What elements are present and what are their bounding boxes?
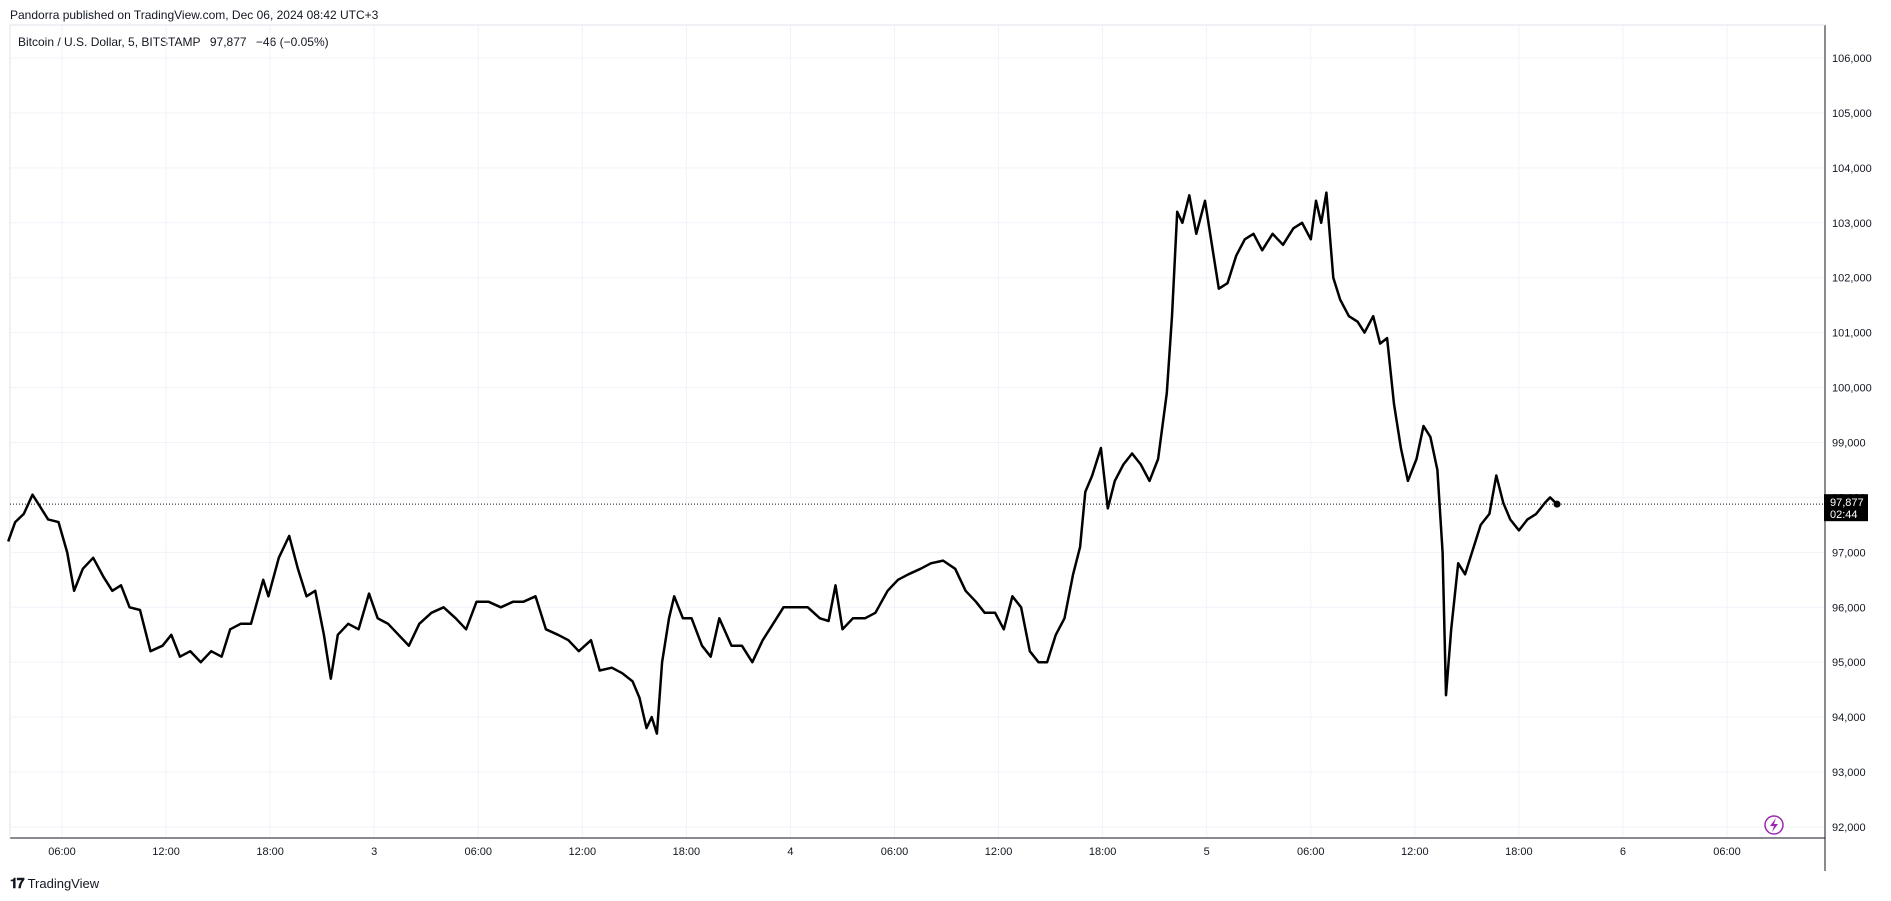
x-tick-label: 12:00 <box>1401 846 1429 858</box>
x-tick-label: 18:00 <box>1089 846 1117 858</box>
x-tick-label: 6 <box>1620 846 1626 858</box>
legend-change: −46 (−0.05%) <box>255 35 329 49</box>
y-axis-ticks: 92,00093,00094,00095,00096,00097,00098,0… <box>1832 53 1872 834</box>
price-series-line <box>7 191 1558 735</box>
lightning-icon[interactable] <box>1764 815 1784 835</box>
footer-brand[interactable]: 𝟏𝟕 TradingView <box>10 875 99 892</box>
y-tick-label: 96,000 <box>1832 602 1866 614</box>
y-tick-label: 103,000 <box>1832 218 1872 230</box>
y-tick-label: 100,000 <box>1832 383 1872 395</box>
x-tick-label: 4 <box>787 846 793 858</box>
x-tick-label: 12:00 <box>152 846 180 858</box>
x-tick-label: 18:00 <box>256 846 284 858</box>
y-tick-label: 95,000 <box>1832 657 1866 669</box>
y-tick-label: 106,000 <box>1832 53 1872 65</box>
legend-symbol: Bitcoin / U.S. Dollar, 5, BITSTAMP <box>18 35 201 49</box>
current-price-label: 97,877 02:44 <box>1824 494 1868 522</box>
y-tick-label: 102,000 <box>1832 273 1872 285</box>
y-tick-label: 92,000 <box>1832 822 1866 834</box>
last-price-point <box>1553 500 1561 508</box>
symbol-legend: Bitcoin / U.S. Dollar, 5, BITSTAMP 97,87… <box>18 35 335 49</box>
y-tick-label: 104,000 <box>1832 163 1872 175</box>
y-tick-label: 99,000 <box>1832 438 1866 450</box>
x-tick-label: 18:00 <box>1505 846 1533 858</box>
y-tick-label: 97,000 <box>1832 547 1866 559</box>
x-tick-label: 06:00 <box>464 846 492 858</box>
current-price-value: 97,877 <box>1830 497 1864 509</box>
x-tick-label: 12:00 <box>569 846 597 858</box>
y-tick-label: 101,000 <box>1832 328 1872 340</box>
publisher-attribution: Pandorra published on TradingView.com, D… <box>10 8 379 22</box>
x-tick-label: 18:00 <box>673 846 701 858</box>
y-tick-label: 94,000 <box>1832 712 1866 724</box>
tradingview-logo-icon: 𝟏𝟕 <box>10 875 25 891</box>
footer-brand-label: TradingView <box>27 876 100 891</box>
x-tick-label: 3 <box>371 846 377 858</box>
x-tick-label: 06:00 <box>1297 846 1325 858</box>
x-axis-ticks: 06:00 12:00 18:00 3 06:00 12:00 18:00 4 06:00 12:… <box>48 846 1741 858</box>
y-tick-label: 93,000 <box>1832 767 1866 779</box>
legend-price: 97,877 <box>209 35 247 49</box>
bar-countdown: 02:44 <box>1830 509 1858 521</box>
x-tick-label: 5 <box>1204 846 1210 858</box>
x-tick-label: 06:00 <box>1713 846 1741 858</box>
chart-grid <box>10 25 1825 838</box>
x-tick-label: 06:00 <box>881 846 909 858</box>
chart-axes <box>9 24 1826 871</box>
x-tick-label: 12:00 <box>985 846 1013 858</box>
y-tick-label: 105,000 <box>1832 108 1872 120</box>
x-tick-label: 06:00 <box>48 846 76 858</box>
